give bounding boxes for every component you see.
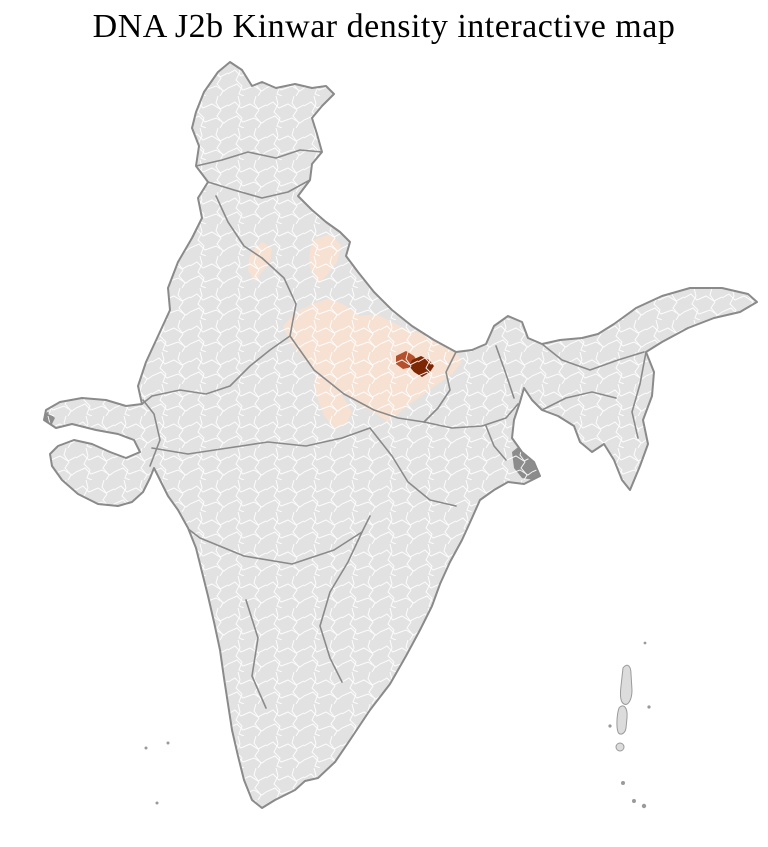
lakshadweep-islands[interactable] (144, 741, 170, 805)
district-borders-overlay (44, 62, 757, 808)
state-borders (141, 149, 647, 709)
page-title: DNA J2b Kinwar density interactive map (92, 8, 676, 45)
andaman-nicobar-islands[interactable] (608, 641, 651, 809)
